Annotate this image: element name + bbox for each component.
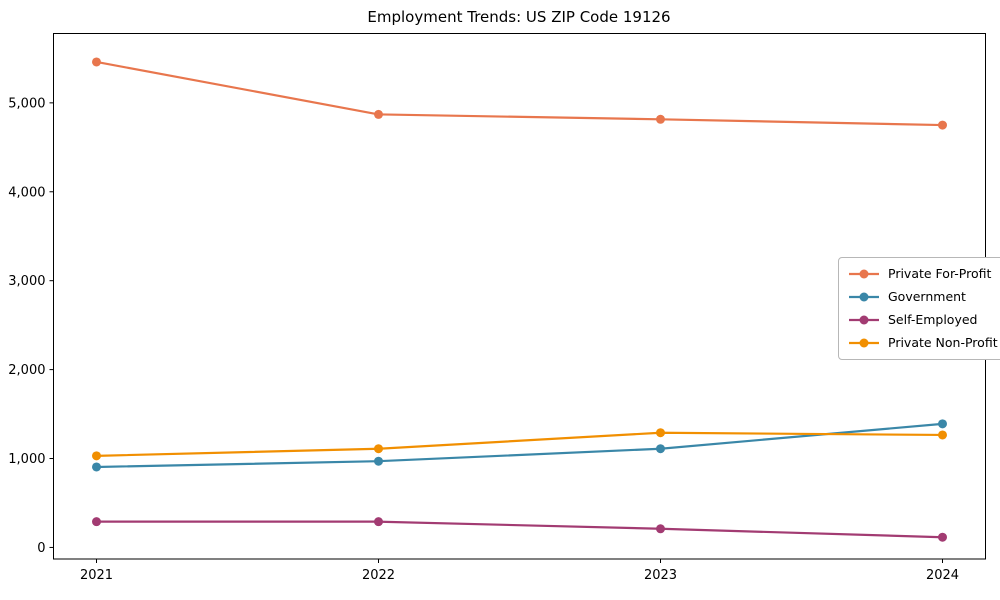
series-line [95, 60, 944, 127]
data-point-marker [374, 517, 383, 527]
x-tick-label: 2021 [80, 568, 113, 583]
legend-label: Private For-Profit [888, 266, 992, 281]
y-tick-label: 4,000 [8, 185, 45, 200]
x-tick-label: 2022 [362, 568, 395, 583]
y-tick-label: 5,000 [8, 96, 45, 111]
legend-item: Government [848, 288, 998, 306]
data-point-marker [938, 532, 947, 542]
legend-item: Private For-Profit [848, 265, 998, 283]
y-tick-label: 1,000 [8, 452, 45, 467]
legend-marker-sample [859, 338, 869, 348]
legend-swatch [849, 338, 879, 348]
data-point-marker [374, 444, 383, 454]
y-tick-label: 2,000 [8, 363, 45, 378]
x-tick-label: 2024 [926, 568, 959, 583]
legend-swatch [849, 315, 879, 325]
series-line [95, 422, 944, 469]
chart-title: Employment Trends: US ZIP Code 19126 [367, 8, 670, 26]
data-point-marker [92, 462, 101, 472]
legend-marker-sample [859, 292, 869, 302]
legend: Private For-Profit Government Self-Employe… [838, 257, 1000, 360]
legend-item: Self-Employed [848, 311, 998, 329]
data-point-marker [374, 456, 383, 466]
data-point-marker [656, 524, 665, 534]
x-tick-label: 2023 [644, 568, 677, 583]
legend-marker-sample [859, 269, 869, 279]
legend-swatch [849, 292, 879, 302]
data-point-marker [656, 444, 665, 454]
legend-marker-sample [859, 315, 869, 325]
data-point-marker [938, 120, 947, 130]
data-point-marker [938, 430, 947, 440]
data-point-marker [938, 419, 947, 429]
data-point-marker [92, 517, 101, 527]
data-point-marker [656, 428, 665, 438]
y-tick-label: 3,000 [8, 274, 45, 289]
data-point-marker [374, 109, 383, 119]
plot-area: 0 1,000 2,000 3,000 4,000 5,000 2021 2022 2023 20… [8, 33, 986, 583]
series-line [95, 520, 944, 539]
series-line [95, 431, 944, 457]
data-point-marker [92, 57, 101, 67]
y-tick-label: 0 [37, 541, 45, 556]
legend-label: Government [888, 289, 966, 304]
legend-label: Self-Employed [888, 312, 978, 327]
data-point-marker [92, 451, 101, 461]
legend-label: Private Non-Profit [888, 335, 998, 350]
data-point-marker [656, 114, 665, 124]
legend-item: Private Non-Profit [848, 334, 998, 352]
legend-swatch [849, 269, 879, 279]
